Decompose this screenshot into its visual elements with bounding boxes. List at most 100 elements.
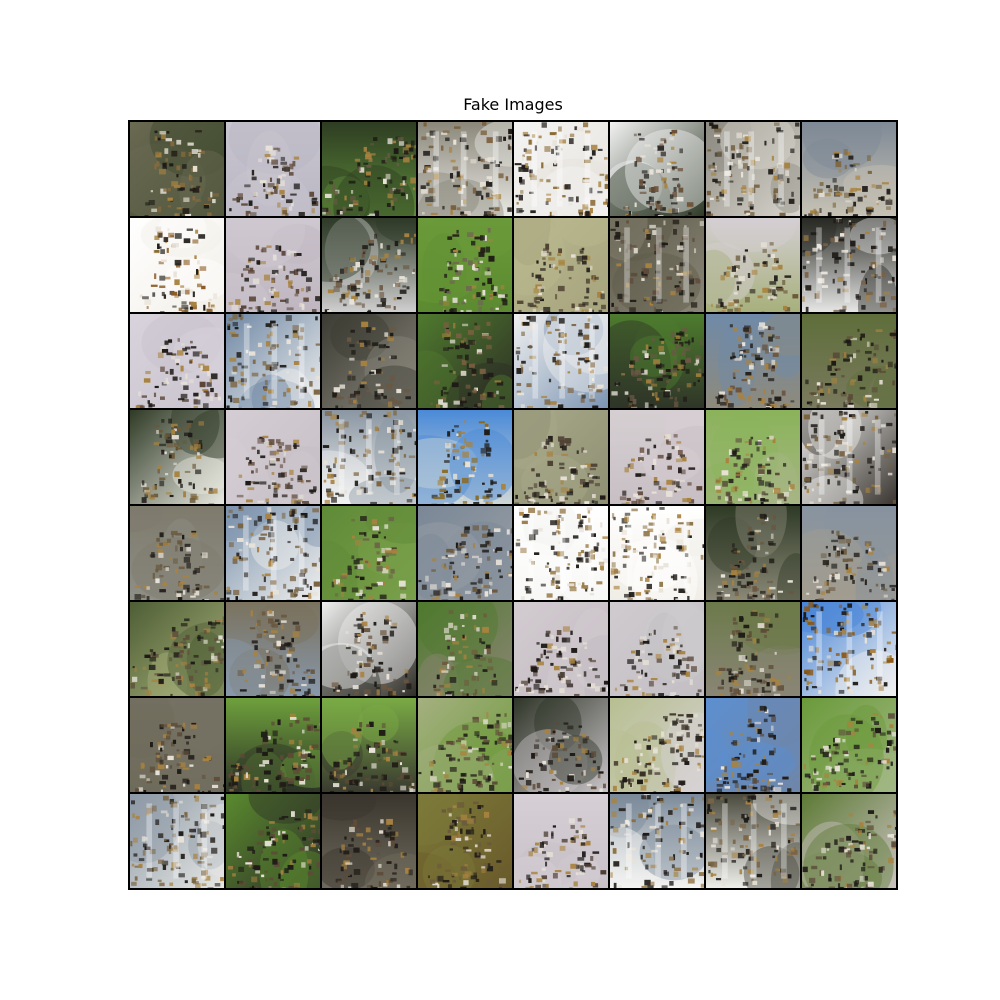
tile-texture-mark bbox=[395, 463, 400, 467]
image-tile bbox=[610, 602, 704, 696]
tile-texture-mark bbox=[585, 736, 590, 740]
tile-texture-mark bbox=[158, 552, 164, 558]
tile-texture-mark bbox=[802, 296, 805, 302]
tile-texture-mark bbox=[757, 476, 762, 481]
tile-texture-mark bbox=[746, 581, 754, 585]
tile-texture-mark bbox=[368, 243, 374, 246]
tile-texture-mark bbox=[388, 458, 395, 463]
tile-texture-mark bbox=[571, 474, 575, 480]
tile-texture-mark bbox=[381, 774, 387, 781]
tile-texture-mark bbox=[142, 666, 147, 670]
tile-texture-mark bbox=[658, 485, 662, 490]
tile-texture-mark bbox=[548, 257, 556, 261]
tile-texture-mark bbox=[194, 784, 200, 790]
tile-texture-mark bbox=[157, 673, 164, 677]
tile-texture-mark bbox=[357, 772, 363, 777]
tile-texture-mark bbox=[716, 195, 719, 200]
tile-texture-mark bbox=[184, 470, 191, 473]
tile-texture-mark bbox=[493, 292, 497, 296]
tile-texture-mark bbox=[848, 460, 854, 464]
tile-texture-mark bbox=[736, 595, 740, 600]
tile-texture-mark bbox=[399, 289, 407, 294]
tile-texture-mark bbox=[881, 568, 887, 572]
tile-texture-mark bbox=[158, 678, 164, 684]
tile-texture-mark bbox=[372, 534, 379, 539]
tile-texture-mark bbox=[553, 353, 561, 356]
tile-blob bbox=[776, 553, 800, 600]
tile-texture-mark bbox=[540, 310, 545, 312]
tile-texture-mark bbox=[236, 494, 244, 498]
tile-texture-mark bbox=[375, 383, 381, 387]
tile-texture-mark bbox=[267, 156, 271, 161]
tile-texture-mark bbox=[339, 210, 343, 215]
tile-texture-mark bbox=[566, 566, 570, 570]
tile-texture-mark bbox=[807, 621, 815, 625]
tile-texture-mark bbox=[331, 581, 335, 588]
tile-texture-mark bbox=[545, 201, 549, 205]
tile-texture-mark bbox=[679, 341, 684, 347]
tile-texture-mark bbox=[290, 285, 294, 289]
tile-texture-mark bbox=[253, 520, 258, 526]
tile-texture-mark bbox=[376, 551, 380, 555]
tile-texture-mark bbox=[293, 694, 297, 696]
tile-texture-mark bbox=[549, 769, 554, 774]
tile-texture-mark bbox=[199, 351, 203, 354]
tile-texture-mark bbox=[263, 630, 268, 634]
tile-texture-mark bbox=[172, 305, 177, 308]
tile-texture-mark bbox=[537, 661, 544, 666]
tile-texture-mark bbox=[571, 303, 575, 309]
tile-texture-mark bbox=[771, 266, 779, 271]
tile-texture-mark bbox=[286, 407, 292, 408]
tile-texture-mark bbox=[760, 679, 766, 684]
tile-texture-mark bbox=[277, 774, 282, 780]
tile-texture-mark bbox=[852, 681, 859, 686]
tile-texture-mark bbox=[877, 567, 884, 573]
tile-blob bbox=[753, 452, 798, 504]
tile-texture-mark bbox=[367, 181, 371, 187]
tile-texture-mark bbox=[545, 243, 550, 250]
tile-texture-mark bbox=[443, 391, 449, 395]
tile-texture-mark bbox=[765, 551, 769, 555]
tile-texture-mark bbox=[550, 316, 555, 319]
tile-texture-mark bbox=[782, 305, 788, 311]
tile-texture-mark bbox=[582, 642, 588, 645]
tile-texture-mark bbox=[359, 576, 365, 581]
tile-texture-mark bbox=[365, 174, 371, 178]
tile-texture-mark bbox=[886, 641, 891, 645]
tile-texture-mark bbox=[482, 741, 489, 745]
tile-texture-mark bbox=[180, 661, 188, 666]
tile-texture-mark bbox=[529, 338, 532, 345]
tile-texture-mark bbox=[672, 228, 677, 235]
tile-texture-mark bbox=[734, 447, 740, 452]
tile-texture-mark bbox=[737, 689, 741, 696]
tile-texture-mark bbox=[460, 400, 467, 404]
tile-texture-mark bbox=[744, 680, 752, 687]
tile-texture-mark bbox=[633, 356, 639, 362]
tile-texture-mark bbox=[667, 465, 672, 470]
tile-texture-mark bbox=[301, 465, 308, 469]
tile-texture-mark bbox=[495, 164, 500, 167]
tile-texture-mark bbox=[762, 326, 769, 329]
tile-blob bbox=[710, 218, 797, 252]
tile-texture-mark bbox=[614, 575, 618, 579]
tile-texture-mark bbox=[388, 516, 395, 522]
tile-texture-mark bbox=[289, 528, 293, 532]
tile-texture-mark bbox=[760, 541, 765, 545]
tile-texture-mark bbox=[739, 144, 744, 150]
tile-texture-mark bbox=[852, 489, 859, 494]
tile-texture-mark bbox=[483, 776, 491, 781]
tile-texture-mark bbox=[351, 535, 355, 539]
tile-texture-mark bbox=[387, 748, 393, 755]
tile-texture-mark bbox=[479, 182, 486, 188]
tile-texture-mark bbox=[625, 540, 630, 543]
tile-texture-mark bbox=[631, 406, 638, 408]
tile-texture-mark bbox=[491, 193, 498, 197]
tile-texture-mark bbox=[879, 370, 886, 374]
tile-texture-mark bbox=[850, 164, 854, 168]
tile-texture-mark bbox=[498, 405, 505, 408]
tile-texture-mark bbox=[577, 524, 584, 529]
tile-texture-mark bbox=[199, 176, 202, 183]
tile-texture-mark bbox=[671, 146, 675, 150]
tile-texture-mark bbox=[725, 491, 731, 496]
tile-texture-mark bbox=[501, 741, 509, 747]
